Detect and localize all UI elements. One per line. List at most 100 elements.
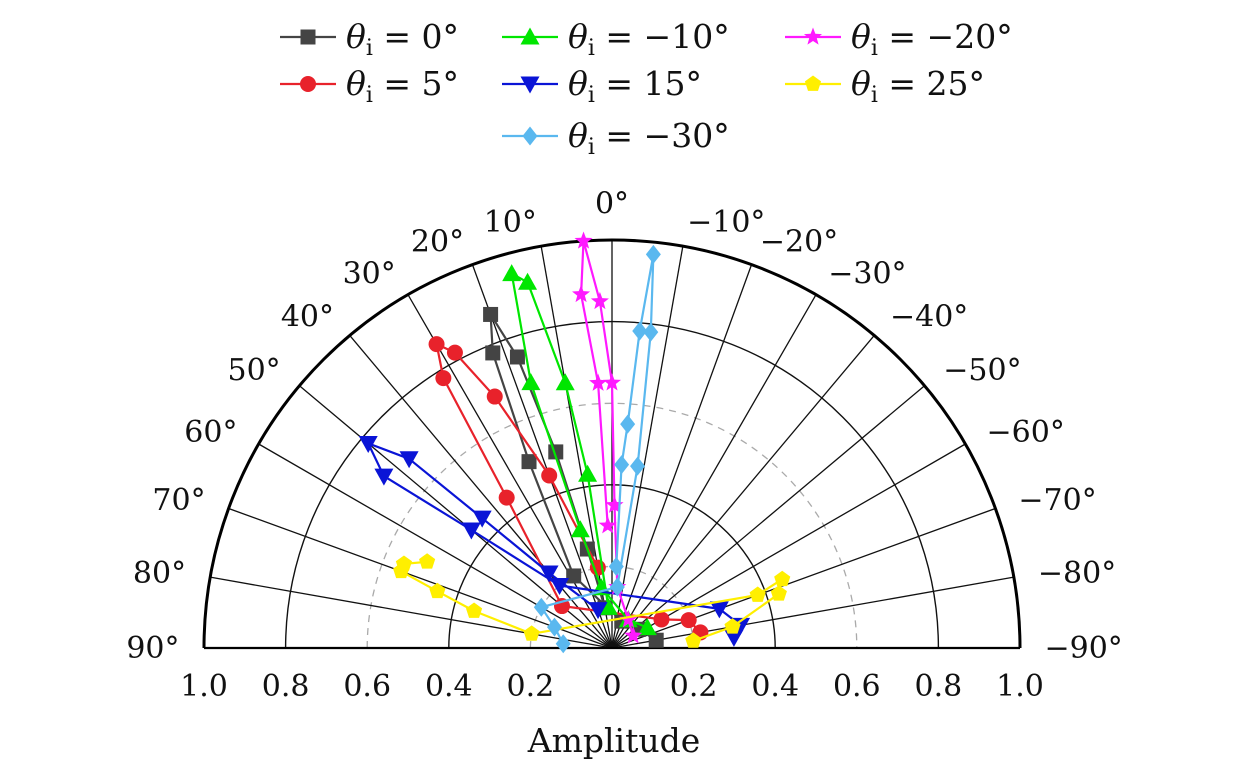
legend-label: θi = 15°	[568, 64, 702, 108]
angle-tick-label: −10°	[687, 205, 765, 240]
angle-tick-label: −40°	[890, 300, 968, 335]
series-line	[580, 239, 635, 637]
radial-tick-label: 0.2	[670, 669, 718, 704]
x-axis-label: Amplitude	[527, 721, 701, 760]
series-point	[619, 610, 638, 628]
series-point	[574, 231, 593, 249]
series-point	[724, 618, 741, 634]
grid-ring-dashed	[366, 402, 858, 649]
series-point	[566, 568, 582, 584]
grid-spoke	[611, 294, 817, 649]
series-point	[509, 349, 525, 365]
series-point	[774, 570, 791, 587]
series-point	[630, 456, 646, 476]
angle-tick-label: −90°	[1044, 631, 1122, 666]
series-point	[614, 455, 630, 475]
legend-item: θi = 15°	[502, 64, 702, 108]
legend-label: θi = −30°	[568, 116, 730, 160]
grid-spoke	[611, 335, 875, 649]
radial-tick-label: 0	[602, 669, 621, 704]
series-layer	[358, 231, 791, 654]
angle-tick-label: −20°	[760, 225, 838, 260]
series-point	[521, 454, 537, 470]
series-point	[429, 582, 446, 599]
grid-spoke	[258, 443, 613, 649]
series-point	[546, 617, 562, 637]
legend-item: θi = −30°	[502, 116, 730, 160]
series-point	[570, 520, 590, 538]
series-point	[399, 451, 419, 469]
series-point	[770, 585, 787, 601]
series-point	[518, 272, 538, 290]
series-point	[502, 264, 522, 282]
series-4	[572, 231, 643, 644]
series-5	[393, 553, 791, 648]
radial-tick-label: 0.4	[425, 669, 473, 704]
series-point	[541, 467, 558, 484]
grid-spoke	[228, 507, 613, 649]
grid-spoke	[611, 385, 925, 649]
series-point	[648, 632, 664, 648]
series-point	[609, 577, 625, 597]
angle-tick-label: 90°	[126, 631, 179, 666]
series-point	[645, 244, 661, 264]
legend-label: θi = −20°	[851, 17, 1013, 61]
legend-item: θi = 25°	[785, 64, 985, 108]
angle-tick-label: −70°	[1018, 483, 1096, 518]
angle-tick-label: 70°	[152, 483, 205, 518]
series-point	[483, 306, 499, 322]
series-point	[539, 565, 559, 583]
series-point	[724, 629, 744, 647]
series-point	[578, 464, 598, 482]
series-point	[602, 373, 622, 391]
series-point	[393, 562, 410, 579]
angle-tick-label: 0°	[595, 187, 629, 222]
grid-spoke	[611, 264, 753, 649]
grid-spoke	[611, 507, 996, 649]
series-point	[643, 322, 659, 342]
series-point	[555, 373, 575, 391]
series-point	[550, 577, 570, 595]
angle-tick-label: 10°	[484, 205, 537, 240]
legend-marker	[804, 75, 822, 91]
legend-marker	[522, 126, 538, 146]
series-point	[608, 557, 624, 577]
angle-tick-label: 20°	[411, 225, 464, 260]
outer-arc	[202, 238, 1022, 649]
angle-tick-label: −80°	[1038, 556, 1116, 591]
series-point	[533, 597, 549, 617]
legend-marker	[300, 29, 316, 45]
series-point	[653, 611, 670, 628]
series-point	[637, 618, 657, 636]
series-point	[572, 284, 591, 303]
angle-tick-label: −30°	[828, 256, 906, 291]
legend-label: θi = 5°	[346, 64, 459, 108]
angle-tick-label: 50°	[228, 353, 281, 388]
angle-tick-label: 30°	[343, 256, 396, 291]
legend-marker	[300, 76, 316, 92]
series-point	[472, 510, 492, 528]
series-point	[632, 321, 648, 341]
series-point	[358, 435, 378, 453]
series-6	[533, 244, 661, 654]
series-point	[465, 602, 483, 618]
grid-spoke	[611, 443, 966, 649]
series-point	[419, 553, 436, 569]
radial-tick-label: 0.6	[343, 669, 391, 704]
axis-layer: 1.0 0.8 0.6 0.4 0.2 0 0.2 0.4 0.6 0.8 1.0 0° 10° 20° 3…	[126, 187, 1122, 704]
series-point	[588, 602, 608, 620]
series-point	[624, 626, 643, 644]
series-point	[485, 345, 501, 361]
grid-spoke	[471, 264, 613, 649]
series-point	[590, 291, 609, 310]
series-point	[709, 601, 729, 619]
series-point	[428, 336, 445, 353]
series-point	[446, 344, 463, 361]
series-point	[620, 414, 636, 434]
series-point	[523, 625, 540, 641]
angle-tick-label: 80°	[133, 556, 186, 591]
series-point	[749, 586, 766, 602]
radial-tick-label: 1.0	[996, 669, 1044, 704]
radial-tick-label: 0.6	[833, 669, 881, 704]
